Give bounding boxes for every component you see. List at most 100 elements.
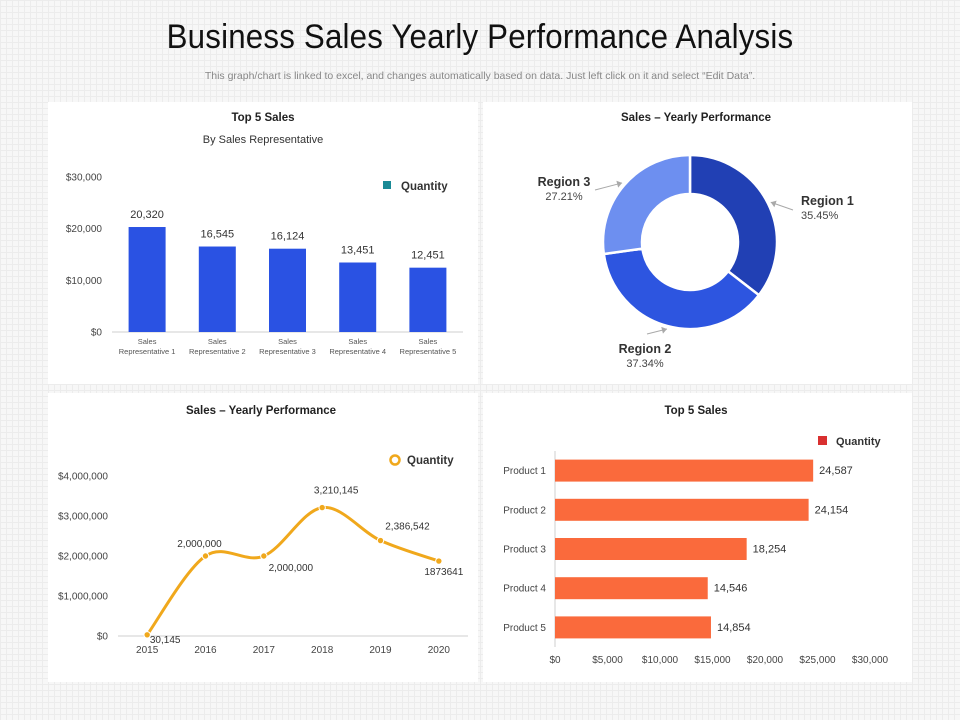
legend-swatch [383,181,391,189]
legend-swatch [389,454,401,466]
bar [339,262,377,332]
slice-label: Region 3 [538,175,591,189]
bar [269,248,306,332]
y-tick-label: Product 1 [503,466,546,477]
data-label: 3,210,145 [314,486,359,497]
chart-title: Sales – Yearly Performance [186,405,336,417]
y-tick-label: $20,000 [66,224,103,235]
x-tick-label: 2018 [311,645,334,656]
x-tick-label: 2020 [428,645,451,656]
y-tick-label: $30,000 [66,173,103,184]
page-title: Business Sales Yearly Performance Analys… [166,18,794,56]
legend-label: Quantity [836,436,881,448]
y-tick-label: $4,000,000 [58,472,108,483]
data-label: 2,000,000 [269,563,314,574]
slice-percent: 27.21% [545,191,583,203]
hbar-chart-products: Top 5 Sales Quantity 24,587 Product 1 24,1… [503,405,889,666]
data-label: 13,451 [341,245,375,257]
legend[interactable]: Quantity [383,181,448,193]
x-tick-label: $30,000 [852,655,889,666]
slice-label: Region 2 [619,342,672,356]
x-tick-label: Representative 2 [189,347,246,356]
chart-title: Top 5 Sales [231,112,294,124]
data-point [260,552,268,560]
y-tick-label: Product 4 [503,584,546,595]
data-label: 16,124 [271,231,305,243]
legend-label: Quantity [407,455,454,467]
legend-swatch [818,436,827,445]
data-point [201,552,210,560]
donut-slice [601,153,692,256]
y-tick-label: Product 2 [503,505,546,516]
x-tick-label: 2017 [253,645,276,656]
data-label: 20,320 [130,209,164,221]
chart-panel-yearly-line[interactable]: Sales – Yearly Performance Quantity $0 $1… [48,393,478,682]
bar-chart-reps: Top 5 Sales By Sales Representative Quan… [66,112,463,356]
chart-panel-top5-products[interactable]: Top 5 Sales Quantity 24,587 Product 1 24,1… [483,393,912,682]
slice-percent: 37.34% [626,358,664,370]
bar [555,498,809,521]
page-subtitle: This graph/chart is linked to excel, and… [204,70,756,82]
bar [555,616,711,639]
x-tick-label: Sales [138,337,157,346]
x-tick-label: Representative 5 [400,347,457,356]
chart-panel-regions[interactable]: Sales – Yearly Performance Region 1 35.45… [483,102,912,384]
data-label: 14,546 [714,583,748,595]
y-tick-label: $10,000 [66,276,103,287]
x-tick-label: $20,000 [747,655,784,666]
x-tick-label: 2019 [369,645,392,656]
bar [198,246,236,332]
donut-slice [602,247,761,331]
x-tick-label: $15,000 [694,655,731,666]
legend[interactable]: Quantity [389,454,455,467]
x-tick-label: $10,000 [642,655,679,666]
y-tick-label: $0 [97,632,109,643]
chart-title: Top 5 Sales [664,405,727,417]
data-point [143,631,151,639]
data-label: 1873641 [424,567,463,578]
data-label: 2,000,000 [177,539,222,550]
x-tick-label: $25,000 [799,655,836,666]
slice-percent: 35.45% [801,210,839,222]
data-label: 24,154 [815,504,849,516]
data-label: 12,451 [411,250,445,262]
donut-chart-regions: Sales – Yearly Performance Region 1 35.45… [538,112,854,370]
slice-label: Region 1 [801,194,854,208]
x-tick-label: $5,000 [592,655,623,666]
x-tick-label: Representative 1 [119,347,176,356]
leader-arrow [770,200,777,208]
donut-slice [688,153,779,297]
x-tick-label: Representative 3 [259,347,316,356]
bar [555,577,708,600]
x-tick-label: 2015 [136,645,159,656]
line-chart-yearly: Sales – Yearly Performance Quantity $0 $1… [58,405,468,656]
y-tick-label: Product 5 [503,623,546,634]
bar [409,267,447,332]
x-tick-label: $0 [549,655,561,666]
y-tick-label: $2,000,000 [58,552,108,563]
leader-arrow [616,180,623,188]
x-tick-label: Sales [278,337,297,346]
chart-panel-top5-reps[interactable]: Top 5 Sales By Sales Representative Quan… [48,102,478,384]
data-label: 14,854 [717,622,751,634]
data-point [318,503,326,512]
data-label: 2,386,542 [385,522,430,533]
data-label: 18,254 [753,544,787,556]
x-tick-label: 2016 [194,645,217,656]
x-tick-label: Representative 4 [329,347,386,356]
x-tick-label: Sales [348,337,367,346]
y-tick-label: $1,000,000 [58,592,108,603]
y-tick-label: Product 3 [503,545,546,556]
data-label: 24,587 [819,465,853,477]
x-tick-label: Sales [419,337,438,346]
bar [128,227,166,332]
data-label: 16,545 [200,229,234,241]
bar [555,459,814,482]
y-tick-label: $3,000,000 [58,512,108,523]
data-point [376,536,385,545]
leader-arrow [661,326,667,334]
bar [555,538,747,560]
legend[interactable]: Quantity [818,436,881,448]
data-point [435,557,443,565]
x-tick-label: Sales [208,337,227,346]
